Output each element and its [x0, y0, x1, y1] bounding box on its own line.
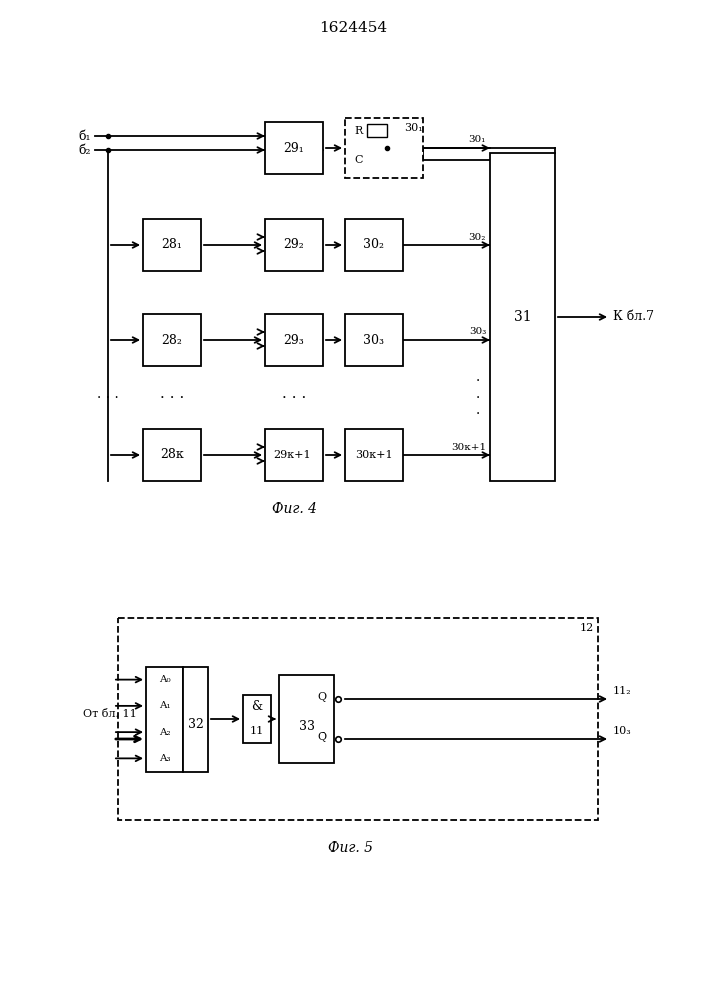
Text: 29₁: 29₁	[284, 141, 305, 154]
Text: Q̄: Q̄	[317, 732, 327, 742]
Text: A₂: A₂	[158, 728, 170, 737]
Text: 30₂: 30₂	[469, 232, 486, 241]
Bar	[146, 666, 183, 772]
Text: 31: 31	[514, 310, 532, 324]
Text: C: C	[355, 155, 363, 165]
Bar	[345, 118, 423, 178]
Bar	[367, 124, 387, 137]
Text: A₀: A₀	[158, 675, 170, 684]
Bar	[243, 695, 271, 743]
Bar	[118, 618, 598, 820]
Text: Q: Q	[317, 692, 327, 702]
Text: Фиг. 5: Фиг. 5	[327, 841, 373, 855]
Text: · · ·: · · ·	[282, 390, 306, 404]
Text: 30к+1: 30к+1	[451, 442, 486, 452]
Bar	[345, 429, 403, 481]
Text: От бл. 11: От бл. 11	[83, 709, 136, 719]
Text: 30₂: 30₂	[363, 238, 385, 251]
Text: 28к: 28к	[160, 448, 184, 462]
Text: ·
·
·: · · ·	[476, 374, 480, 421]
Text: 29к+1: 29к+1	[273, 450, 311, 460]
Bar	[265, 122, 323, 174]
Text: 32: 32	[187, 718, 204, 730]
Text: 12: 12	[580, 623, 594, 633]
Bar	[265, 429, 323, 481]
Bar	[279, 675, 334, 763]
Bar	[345, 314, 403, 366]
Text: 30₃: 30₃	[363, 334, 385, 347]
Text: 30к+1: 30к+1	[355, 450, 393, 460]
Text: · · ·: · · ·	[97, 390, 119, 404]
Text: 29₂: 29₂	[284, 238, 305, 251]
Text: 11₂: 11₂	[613, 686, 631, 696]
Text: 33: 33	[298, 720, 315, 734]
Text: · · ·: · · ·	[160, 390, 185, 404]
Text: К бл.7: К бл.7	[613, 310, 654, 324]
Bar	[143, 219, 201, 271]
Bar	[143, 314, 201, 366]
Text: Фиг. 4: Фиг. 4	[272, 502, 317, 516]
Text: 29₃: 29₃	[284, 334, 305, 347]
Text: &: &	[252, 700, 262, 714]
Text: A₁: A₁	[158, 701, 170, 710]
Bar	[143, 429, 201, 481]
Text: A₃: A₃	[159, 754, 170, 763]
Bar	[490, 153, 555, 481]
Text: 30₁: 30₁	[404, 123, 422, 133]
Bar	[265, 314, 323, 366]
Bar	[183, 666, 208, 772]
Text: б₁: б₁	[78, 129, 91, 142]
Text: 1624454: 1624454	[319, 21, 387, 35]
Text: 11: 11	[250, 726, 264, 736]
Bar	[345, 219, 403, 271]
Text: R: R	[355, 126, 363, 136]
Text: 28₁: 28₁	[162, 238, 182, 251]
Text: 30₁: 30₁	[469, 135, 486, 144]
Text: 10₃: 10₃	[613, 726, 632, 736]
Text: б₂: б₂	[78, 143, 91, 156]
Text: 30₃: 30₃	[469, 328, 486, 336]
Text: 28₂: 28₂	[162, 334, 182, 347]
Bar	[265, 219, 323, 271]
